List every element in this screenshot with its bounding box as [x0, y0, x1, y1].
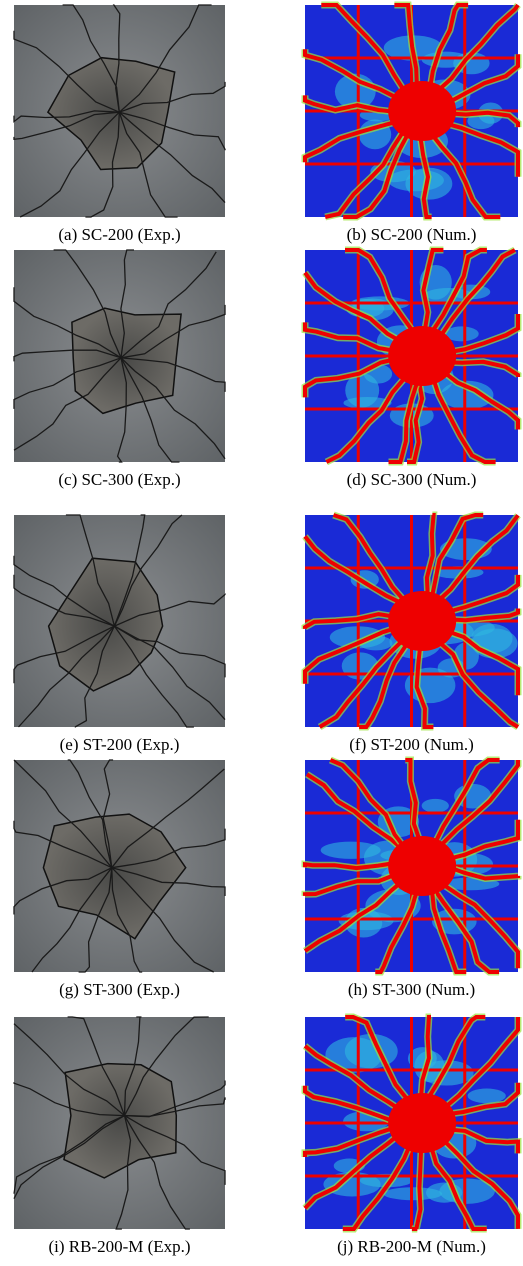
panel: (f) ST-200 (Num.) — [305, 515, 518, 754]
caption: (e) ST-200 (Exp.) — [60, 735, 180, 754]
panel: (i) RB-200-M (Exp.) — [14, 1017, 225, 1256]
damage-halo — [422, 799, 449, 813]
figure: (a) SC-200 (Exp.) (b) SC-200 (Num.) (c) SC… — [0, 0, 523, 1266]
damage-core — [388, 591, 456, 651]
caption: (c) SC-300 (Exp.) — [58, 470, 180, 489]
caption: (i) RB-200-M (Exp.) — [48, 1237, 190, 1256]
damage-core — [388, 326, 456, 386]
caption: (a) SC-200 (Exp.) — [58, 225, 180, 244]
panel: (e) ST-200 (Exp.) — [14, 515, 225, 754]
panel: (d) SC-300 (Num.) — [305, 250, 518, 489]
damage-core — [388, 836, 456, 896]
caption: (d) SC-300 (Num.) — [347, 470, 477, 489]
damage-core — [388, 81, 456, 141]
caption: (h) ST-300 (Num.) — [348, 980, 475, 999]
caption: (b) SC-200 (Num.) — [347, 225, 477, 244]
panel: (g) ST-300 (Exp.) — [14, 760, 225, 999]
panel: (a) SC-200 (Exp.) — [14, 5, 225, 244]
panel: (h) ST-300 (Num.) — [305, 760, 518, 999]
panel: (c) SC-300 (Exp.) — [14, 250, 225, 489]
panel: (j) RB-200-M (Num.) — [305, 1017, 518, 1256]
damage-halo — [468, 1089, 506, 1104]
caption: (f) ST-200 (Num.) — [349, 735, 474, 754]
panel: (b) SC-200 (Num.) — [305, 5, 518, 244]
caption: (j) RB-200-M (Num.) — [337, 1237, 486, 1256]
damage-core — [388, 1093, 456, 1153]
caption: (g) ST-300 (Exp.) — [59, 980, 180, 999]
